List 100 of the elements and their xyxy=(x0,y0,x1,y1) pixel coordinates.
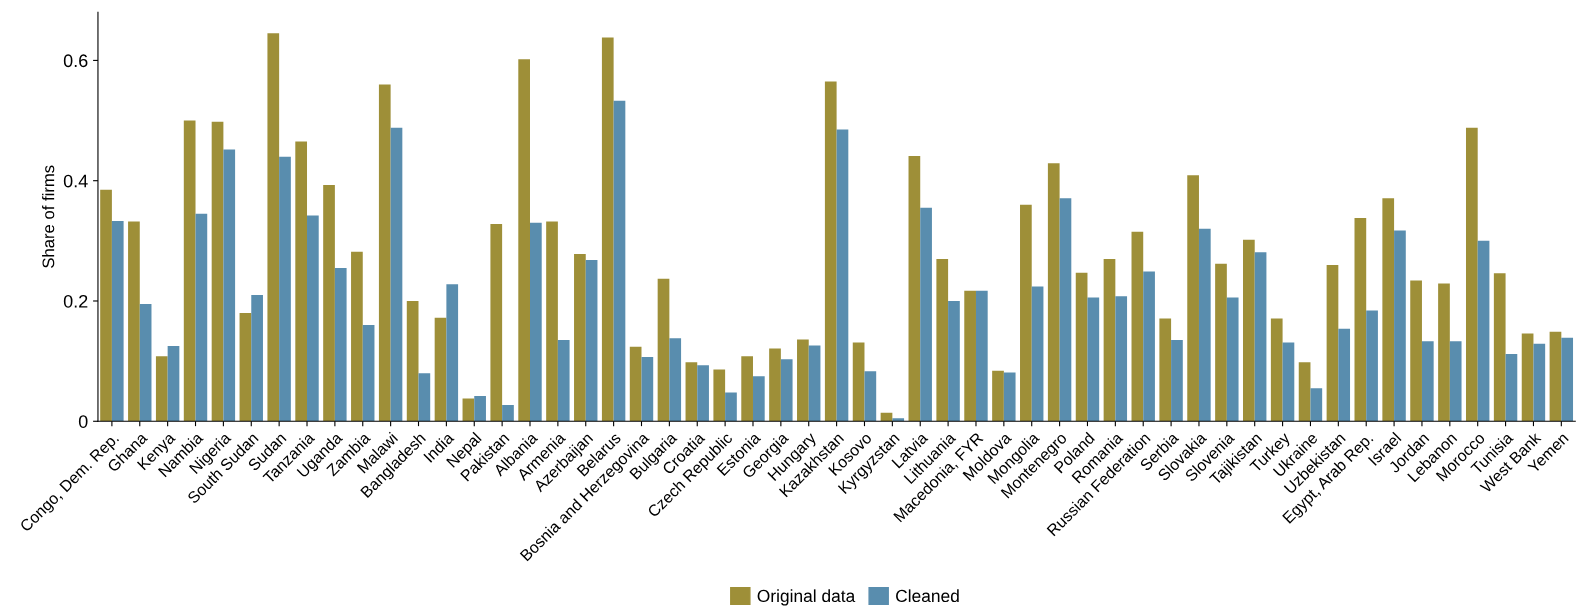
bar xyxy=(474,396,486,422)
bar xyxy=(1466,127,1478,422)
bar xyxy=(936,258,949,422)
bar xyxy=(490,224,503,422)
bar xyxy=(613,100,626,422)
bar xyxy=(975,290,988,422)
y-tick-label: 0.6 xyxy=(63,54,88,68)
bar xyxy=(741,356,753,422)
bar xyxy=(267,33,280,422)
bar xyxy=(323,184,335,422)
bar xyxy=(1561,337,1574,422)
bar xyxy=(1493,273,1506,422)
bar xyxy=(585,260,598,422)
bar xyxy=(948,300,960,422)
bar xyxy=(685,362,698,422)
bar xyxy=(697,365,709,422)
bar xyxy=(1438,283,1450,422)
bar xyxy=(1143,271,1155,422)
bar xyxy=(1198,228,1211,422)
bar xyxy=(669,338,682,422)
bar xyxy=(351,251,363,422)
bar xyxy=(334,267,347,422)
bar xyxy=(1366,310,1378,422)
bar xyxy=(725,392,737,422)
bar xyxy=(1354,217,1367,422)
bar xyxy=(1282,342,1295,422)
bar xyxy=(279,156,291,422)
bar xyxy=(1187,175,1199,422)
bar xyxy=(836,129,849,422)
bar xyxy=(1298,362,1311,422)
bar xyxy=(530,222,542,422)
bar xyxy=(574,254,586,422)
bar xyxy=(964,290,976,422)
bar xyxy=(378,84,391,422)
bar xyxy=(1215,263,1227,422)
bar xyxy=(518,59,530,422)
bar xyxy=(1505,353,1518,422)
bar xyxy=(780,359,793,422)
bar xyxy=(100,189,112,422)
bar xyxy=(1159,318,1172,422)
bar xyxy=(502,405,514,422)
bar xyxy=(446,284,459,422)
bar xyxy=(1421,341,1434,422)
y-tick-label: 0 xyxy=(78,415,88,428)
bar xyxy=(1549,331,1562,422)
bar xyxy=(1226,297,1239,422)
legend-label: Cleaned xyxy=(896,589,959,603)
bar xyxy=(797,339,809,422)
bar xyxy=(752,376,765,422)
bar xyxy=(908,156,921,422)
bar xyxy=(1031,286,1044,422)
bar xyxy=(128,221,140,422)
bar xyxy=(418,373,431,422)
bar xyxy=(557,340,570,422)
bar xyxy=(920,207,932,422)
bar xyxy=(295,141,308,422)
bar xyxy=(1171,340,1183,422)
bar xyxy=(1270,318,1283,422)
bar xyxy=(769,348,781,422)
bar xyxy=(1047,163,1060,422)
bar xyxy=(1394,230,1406,422)
bar xyxy=(307,215,319,422)
bar xyxy=(892,418,905,422)
bar xyxy=(1131,231,1144,422)
bar xyxy=(362,325,375,422)
bar xyxy=(111,221,124,422)
bar xyxy=(1087,297,1100,422)
bar xyxy=(251,294,263,422)
bar xyxy=(1410,280,1422,422)
bar xyxy=(434,317,447,422)
bar xyxy=(1254,252,1267,422)
bar xyxy=(1059,198,1072,422)
bar xyxy=(808,345,821,422)
bar xyxy=(1075,272,1088,422)
bar xyxy=(1477,240,1490,422)
bar xyxy=(223,149,236,422)
bar xyxy=(139,304,152,422)
y-tick-label: 0.4 xyxy=(63,174,88,188)
bar xyxy=(1326,264,1339,422)
bar xyxy=(1338,328,1351,422)
bar xyxy=(1533,343,1546,422)
bar xyxy=(390,127,403,422)
bar xyxy=(1020,204,1032,422)
bar xyxy=(211,121,224,422)
bar xyxy=(657,278,670,422)
bar xyxy=(1382,198,1395,422)
bar xyxy=(406,300,419,422)
bar xyxy=(1310,388,1323,422)
bar xyxy=(462,398,475,422)
bar xyxy=(992,370,1004,422)
bar xyxy=(641,356,654,422)
bar xyxy=(546,221,558,422)
bar xyxy=(1003,372,1016,422)
bar xyxy=(1243,239,1255,422)
bar xyxy=(195,213,208,422)
y-axis-title: Share of firms xyxy=(42,165,55,268)
bar xyxy=(629,346,642,422)
bar xyxy=(1449,341,1462,422)
bar xyxy=(239,313,252,422)
bar xyxy=(183,120,196,422)
